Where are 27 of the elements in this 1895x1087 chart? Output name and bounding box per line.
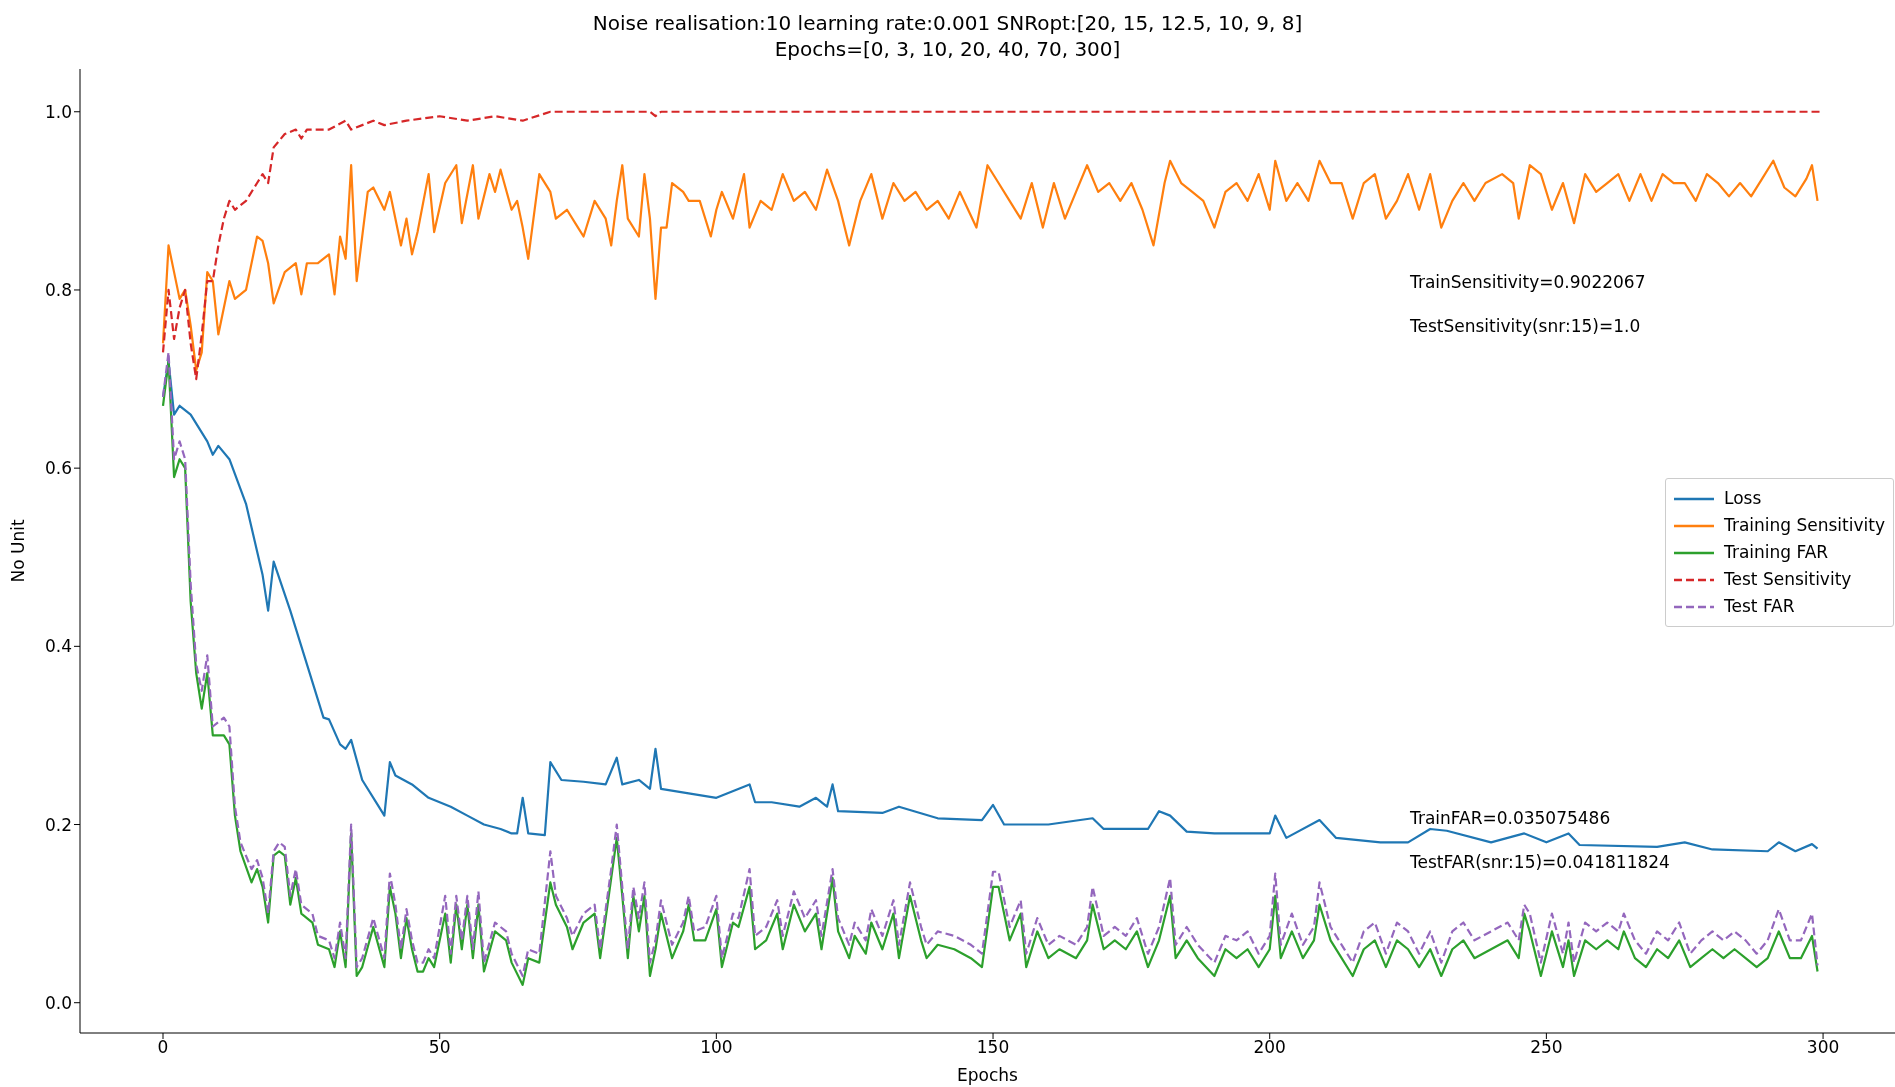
y-tick-label: 0.0 — [44, 992, 72, 1013]
legend-label: Training Sensitivity — [1724, 514, 1885, 537]
legend-label: Loss — [1724, 487, 1762, 510]
annotation: TestSensitivity(snr:15)=1.0 — [1410, 316, 1641, 336]
line-series — [161, 159, 1819, 372]
x-tick-label: 50 — [428, 1037, 451, 1058]
x-tick-label: 200 — [1253, 1037, 1286, 1058]
x-tick-label: 300 — [1806, 1037, 1840, 1058]
y-tick-label: 0.8 — [44, 279, 72, 300]
legend-label: Training FAR — [1724, 541, 1829, 564]
chart-title: Noise realisation:10 learning rate:0.001 SNRopt:[20, 15, 12.5, 10, 9, 8] — [591, 10, 1304, 36]
y-tick-label: 0.4 — [44, 636, 72, 657]
y-tick-label: 0.2 — [44, 814, 72, 835]
x-tick-label: 100 — [700, 1037, 733, 1058]
annotation: TrainSensitivity=0.9022067 — [1410, 272, 1646, 292]
annotation: TestFAR(snr:15)=0.041811824 — [1410, 852, 1670, 872]
y-tick-label: 1.0 — [44, 101, 72, 122]
y-tick-label: 0.6 — [44, 458, 72, 479]
y-axis-title: No Unit — [8, 519, 29, 583]
x-tick-label: 250 — [1530, 1037, 1563, 1058]
x-axis-title: Epochs — [957, 1065, 1019, 1085]
chart-subtitle: Epochs=[0, 3, 10, 20, 40, 70, 300] — [773, 36, 1122, 62]
annotation: TrainFAR=0.035075486 — [1410, 808, 1611, 828]
legend-label: Test FAR — [1724, 595, 1795, 618]
x-tick-label: 0 — [157, 1037, 169, 1058]
legend-label: Test Sensitivity — [1724, 568, 1852, 591]
x-tick-label: 150 — [976, 1037, 1010, 1058]
